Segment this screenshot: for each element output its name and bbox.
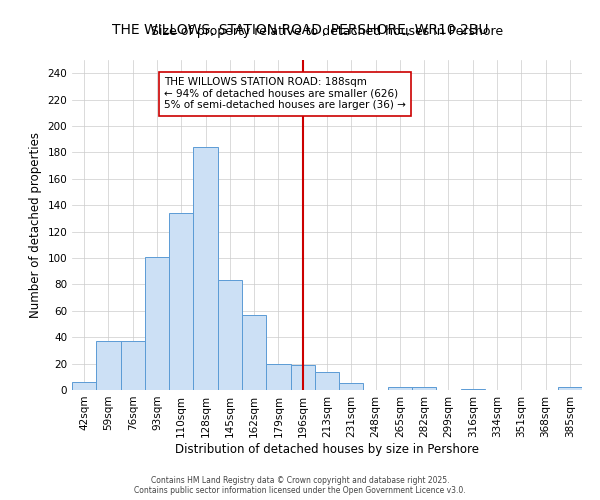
Bar (121, 341, 145, 390)
Bar (96, 341, 121, 390)
Text: THE WILLOWS STATION ROAD: 188sqm
← 94% of detached houses are smaller (626)
5% o: THE WILLOWS STATION ROAD: 188sqm ← 94% o… (164, 77, 406, 110)
Text: THE WILLOWS, STATION ROAD, PERSHORE, WR10 2BU: THE WILLOWS, STATION ROAD, PERSHORE, WR1… (112, 22, 488, 36)
Bar (290, 365, 315, 390)
Bar (242, 315, 266, 390)
Bar (558, 388, 582, 390)
Bar (218, 280, 242, 390)
Bar (169, 213, 193, 390)
Bar (412, 388, 436, 390)
Bar (315, 372, 339, 390)
Bar (461, 388, 485, 390)
X-axis label: Distribution of detached houses by size in Pershore: Distribution of detached houses by size … (175, 442, 479, 456)
Bar (388, 388, 412, 390)
Bar (266, 364, 290, 390)
Text: Contains HM Land Registry data © Crown copyright and database right 2025.
Contai: Contains HM Land Registry data © Crown c… (134, 476, 466, 495)
Bar (193, 147, 218, 390)
Bar (339, 384, 364, 390)
Bar (72, 382, 96, 390)
Title: Size of property relative to detached houses in Pershore: Size of property relative to detached ho… (151, 25, 503, 38)
Y-axis label: Number of detached properties: Number of detached properties (29, 132, 42, 318)
Bar (145, 256, 169, 390)
